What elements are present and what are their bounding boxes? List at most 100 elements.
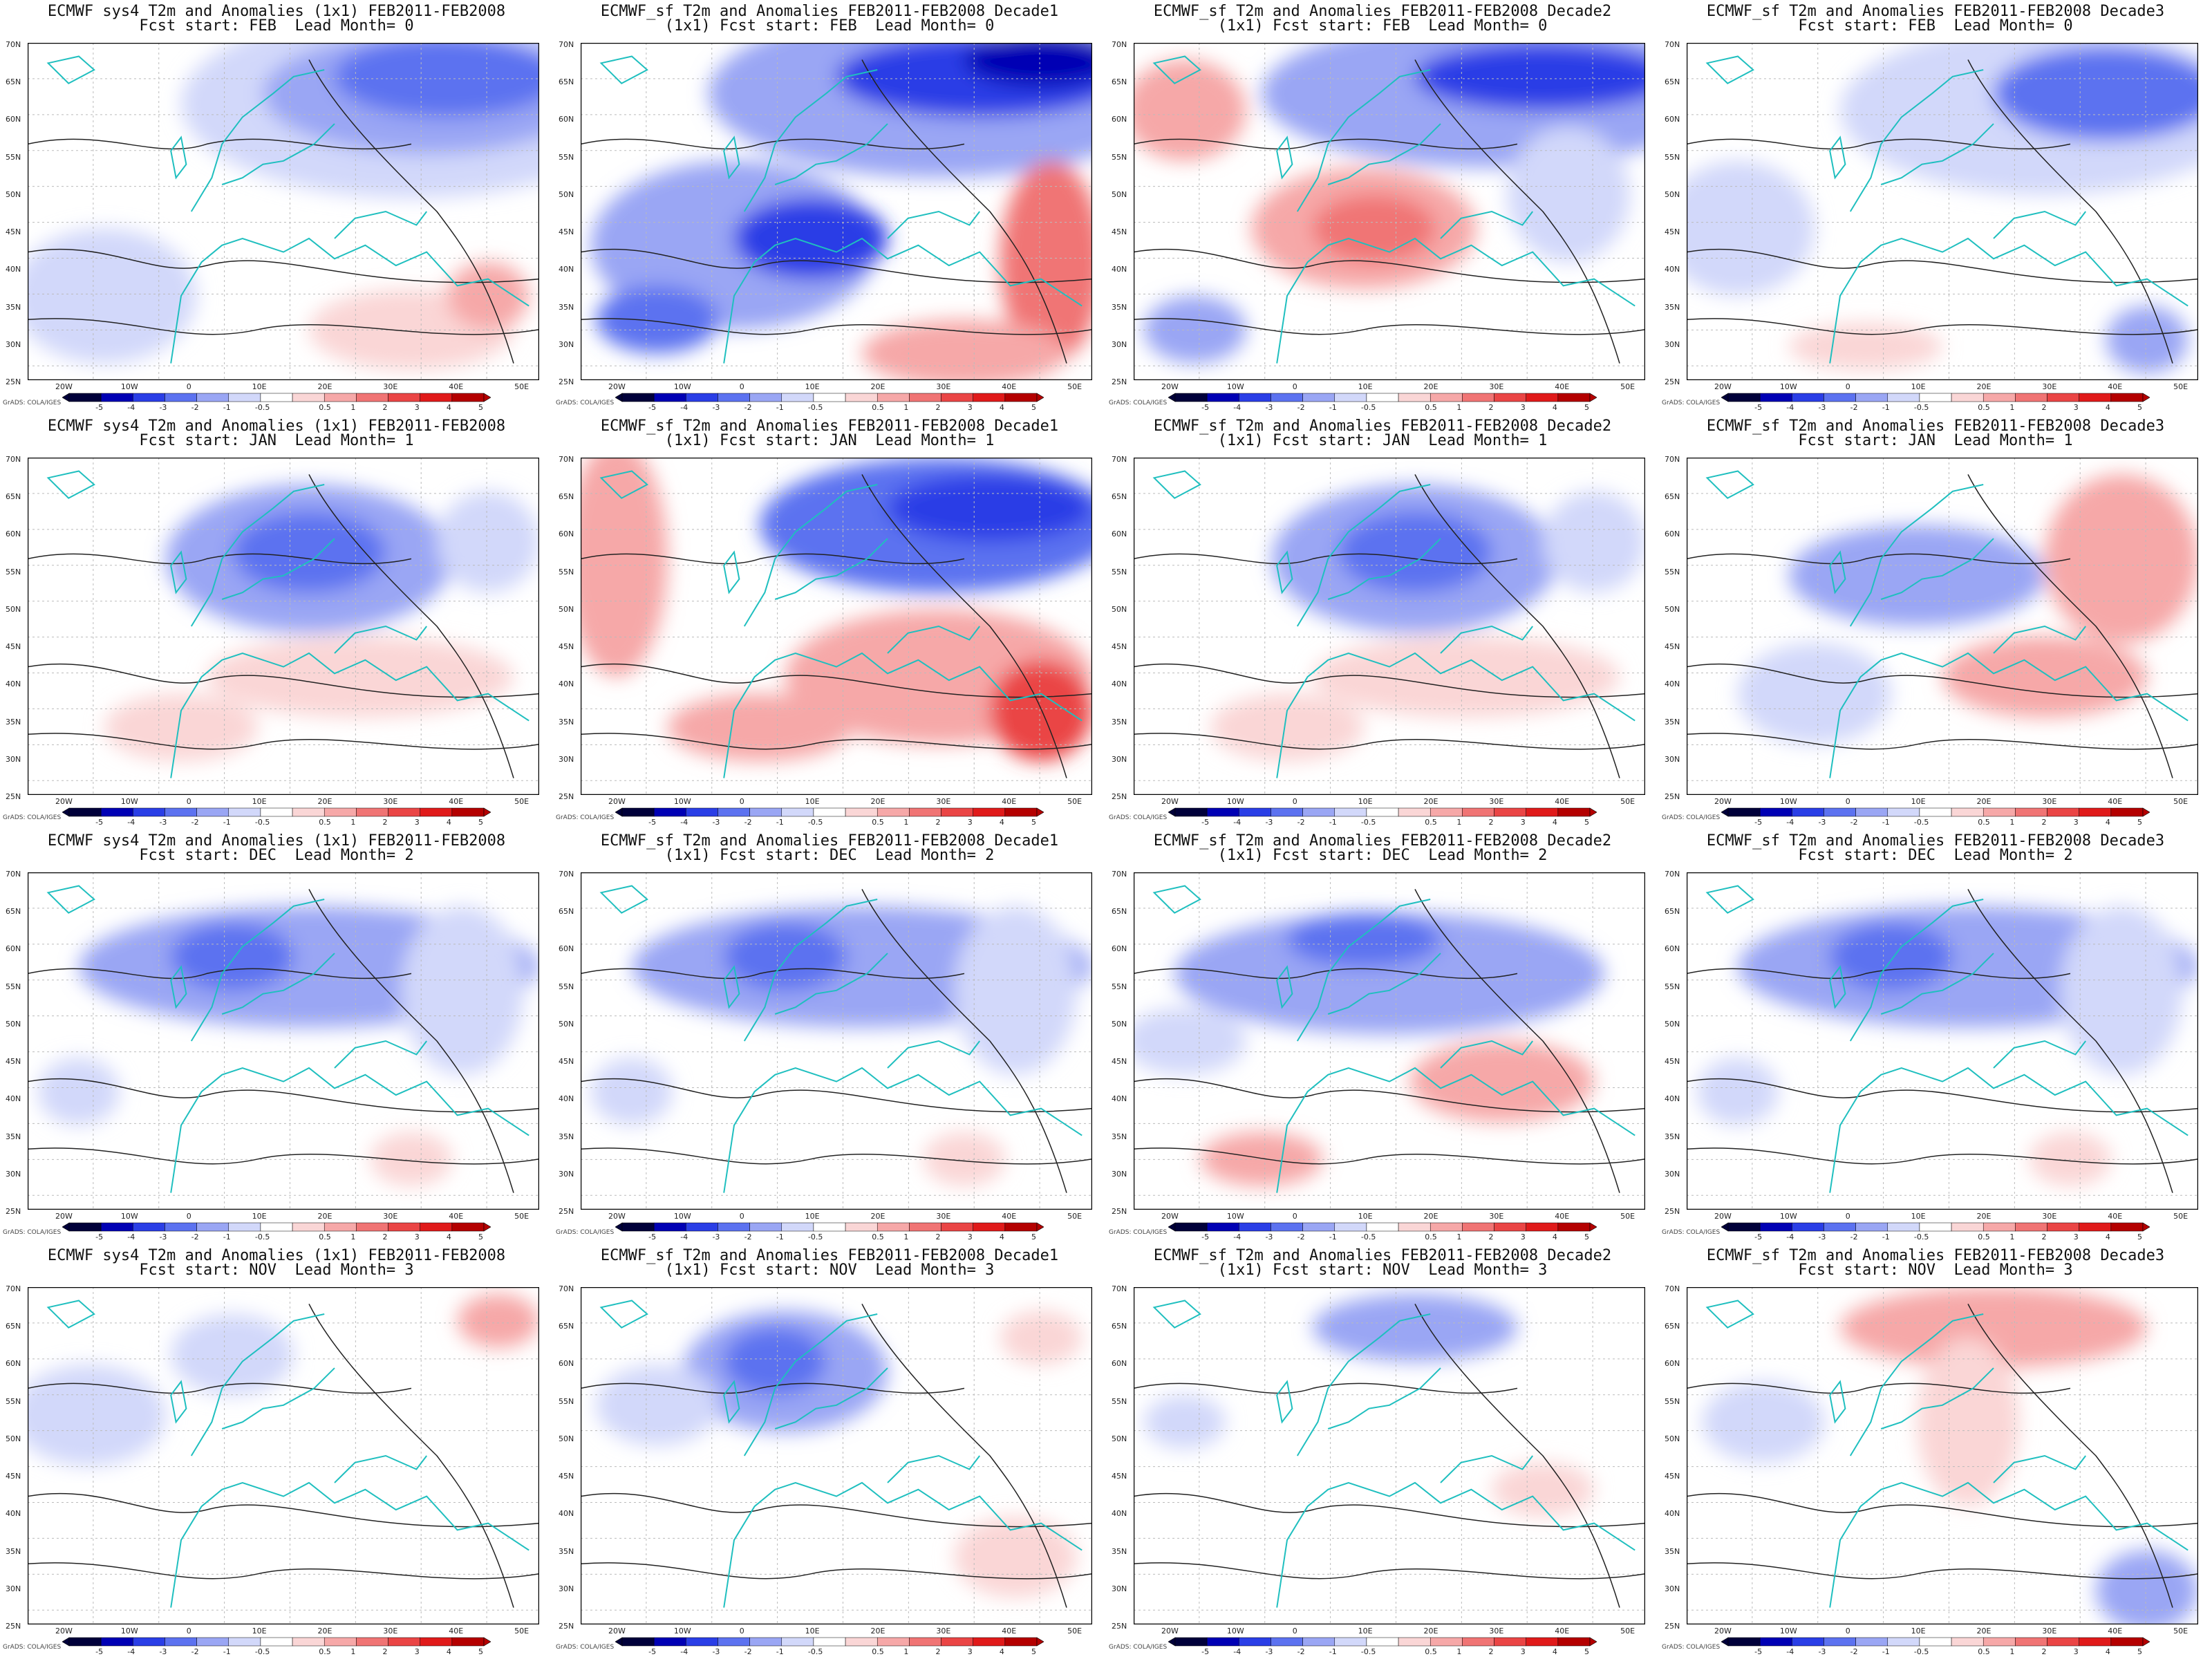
colorbar-segment [941,1222,973,1232]
colorbar [1168,807,1597,817]
longitude-label: 10W [1226,1627,1244,1635]
longitude-label: 40E [449,382,464,391]
colorbar-label: -4 [680,403,688,412]
longitude-label: 30E [2042,1212,2057,1221]
map-frame [28,872,539,1210]
latitude-label: 30N [1112,1169,1127,1179]
latitude-label: 40N [6,679,21,689]
map-panel: ECMWF_sf T2m and Anomalies FEB2011-FEB20… [1659,1244,2212,1659]
colorbar-segment [1174,1222,1208,1232]
colorbar-segment [621,807,655,817]
temperature-contour [1687,968,2071,980]
temperature-contour [1687,248,2198,283]
latitude-label: 50N [1112,1019,1127,1029]
colorbar-segment [1887,393,1920,402]
colorbar-segment [653,807,686,817]
colorbar-label: 4 [999,818,1004,827]
colorbar-label: 3 [2073,1647,2079,1656]
colorbar-arrow-left [62,807,70,817]
colorbar [615,1222,1044,1232]
colorbar-label: -1 [776,1232,784,1241]
colorbar-label: -5 [95,403,104,412]
colorbar-label: -2 [1850,818,1858,827]
colorbar-label: -2 [1850,1647,1858,1656]
colorbar-label: 2 [2041,403,2047,412]
coastline [46,885,95,914]
colorbar-segment [781,807,814,817]
colorbar-label: -5 [1754,818,1763,827]
latitude-label: 35N [559,302,574,312]
colorbar-label: -3 [159,403,167,412]
longitude-label: 30E [383,1627,398,1635]
panel-subtitle: Fcst start: FEB Lead Month= 0 [1798,17,2073,35]
latitude-label: 50N [559,189,574,199]
colorbar-segment [845,1637,878,1647]
anomaly-region [667,693,852,762]
colorbar-label: -2 [744,403,752,412]
latitude-label: 45N [1665,227,1680,237]
latitude-label: 50N [1112,1434,1127,1443]
latitude-label: 30N [1112,339,1127,349]
colorbar-label: 2 [382,818,388,827]
coastline [1152,470,1201,499]
anomaly-region [207,636,514,718]
latitude-label: 55N [1665,152,1680,162]
longitude-label: 10E [805,1212,820,1221]
panel-subtitle: Fcst start: DEC Lead Month= 2 [1798,847,2073,864]
longitude-label: 40E [2108,1627,2123,1635]
colorbar-label: 3 [2073,1232,2079,1241]
map-panel: ECMWF sys4 T2m and Anomalies (1x1) FEB20… [0,1244,553,1659]
colorbar-label: -0.5 [254,1232,270,1241]
colorbar-segment [1759,393,1792,402]
longitude-label: 10E [805,797,820,806]
longitude-label: 0 [186,797,191,806]
colorbar-segment [1824,1222,1856,1232]
coastline [1829,1481,2188,1608]
temperature-contour [861,59,1067,364]
longitude-label: 50E [1620,1627,1635,1635]
colorbar [62,393,491,402]
colorbar-label: -0.5 [1360,1232,1376,1241]
coastline [1705,55,1754,84]
colorbar-segment [68,1222,102,1232]
coastline [1849,484,1984,627]
colorbar-segment [1174,807,1208,817]
panel-title: ECMWF_sf T2m and Anomalies FEB2011-FEB20… [1153,3,1612,20]
grads-credit: GrADS: COLA/IGES [1662,1229,1721,1236]
latitude-label: 70N [559,455,574,464]
anomaly-region [590,1058,673,1125]
colorbar-label: 2 [382,403,388,412]
coastline [599,55,648,84]
coastline [723,1380,740,1424]
colorbar-segment [1983,393,2016,402]
colorbar-segment [1398,393,1431,402]
temperature-contour [28,138,412,150]
coastline [1440,1040,1533,1069]
colorbar-label: -5 [1754,403,1763,412]
coastline [170,965,187,1009]
anomaly-region [954,906,1077,1075]
anomaly-region [990,659,1092,762]
longitude-label: 40E [2108,797,2123,806]
anomaly-region [1000,160,1092,364]
latitude-label: 70N [1112,455,1127,464]
longitude-label: 10W [1226,1212,1244,1221]
colorbar-label: 4 [446,1647,451,1656]
coastline [1276,237,1635,364]
anomaly-region [2060,906,2183,1075]
temperature-contour [581,553,965,565]
panel-subtitle: (1x1) Fcst start: JAN Lead Month= 1 [664,432,995,449]
latitude-label: 45N [1112,227,1127,237]
colorbar-segment [324,393,357,402]
longitude-label: 30E [2042,382,2057,391]
panel-title: ECMWF_sf T2m and Anomalies FEB2011-FEB20… [600,418,1059,435]
longitude-label: 10W [673,1212,691,1221]
colorbar-label: 5 [478,818,483,827]
latitude-label: 40N [1112,679,1127,689]
colorbar-label: 3 [1520,1647,1526,1656]
colorbar-arrow-right [2142,807,2150,817]
latitude-label: 35N [6,1546,21,1556]
anomaly-map [28,872,539,1210]
longitude-label: 20E [317,1212,332,1221]
latitude-label: 25N [6,792,21,801]
